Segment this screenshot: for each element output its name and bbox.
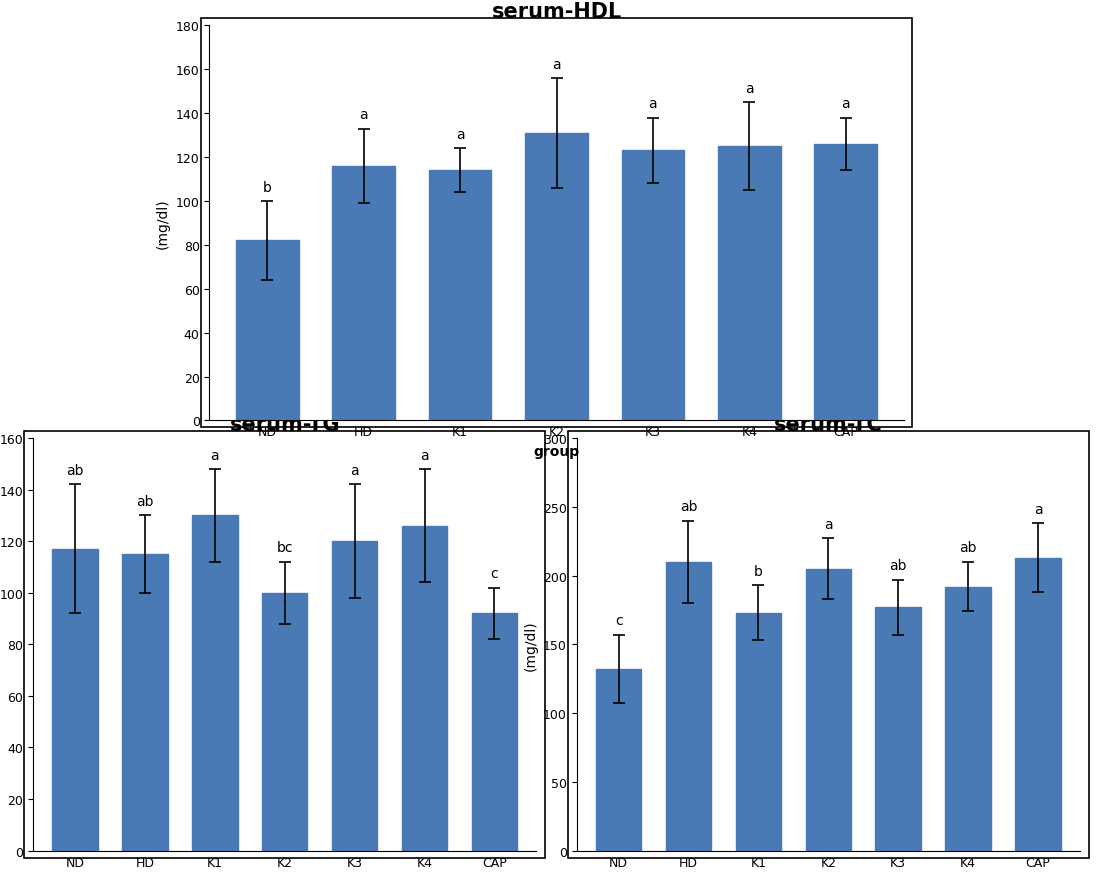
Bar [402,526,447,851]
Bar [946,587,991,851]
Title: serum-TC: serum-TC [774,414,883,434]
Bar [332,541,377,851]
Bar [736,613,781,851]
Bar [526,134,587,421]
Text: a: a [824,517,833,531]
Bar [1015,558,1061,851]
Text: a: a [210,448,219,462]
Bar [236,241,299,421]
Text: a: a [745,82,754,96]
Text: c: c [490,567,498,581]
Text: b: b [754,564,763,578]
Title: serum-TG: serum-TG [229,414,341,434]
Bar [814,145,877,421]
Text: a: a [552,58,561,72]
Text: b: b [262,181,272,195]
Text: ab: ab [889,559,907,573]
Text: ab: ab [137,495,153,509]
Text: ab: ab [680,500,698,514]
Bar [122,554,168,851]
Bar [472,614,517,851]
Title: serum-HDL: serum-HDL [491,2,622,22]
Bar [192,516,238,851]
Text: a: a [420,448,429,462]
Text: a: a [359,108,368,122]
Text: a: a [649,97,657,111]
Bar [262,593,307,851]
X-axis label: group: group [806,874,852,877]
Text: a: a [350,463,359,477]
Text: ab: ab [960,541,976,555]
Bar [429,171,491,421]
Text: a: a [1034,503,1042,517]
Bar [666,562,711,851]
Y-axis label: (mg/dl): (mg/dl) [523,619,538,670]
Y-axis label: (mg/dl): (mg/dl) [156,198,170,249]
Bar [875,608,921,851]
X-axis label: group: group [533,445,580,459]
Bar [333,167,395,421]
Text: a: a [456,128,464,142]
X-axis label: group: group [261,874,307,877]
Bar [719,146,780,421]
Bar [52,549,98,851]
Text: c: c [615,614,623,628]
Bar [806,569,851,851]
Text: a: a [842,97,850,111]
Bar [596,669,641,851]
Text: bc: bc [277,541,293,555]
Bar [622,152,684,421]
Text: ab: ab [66,463,84,477]
